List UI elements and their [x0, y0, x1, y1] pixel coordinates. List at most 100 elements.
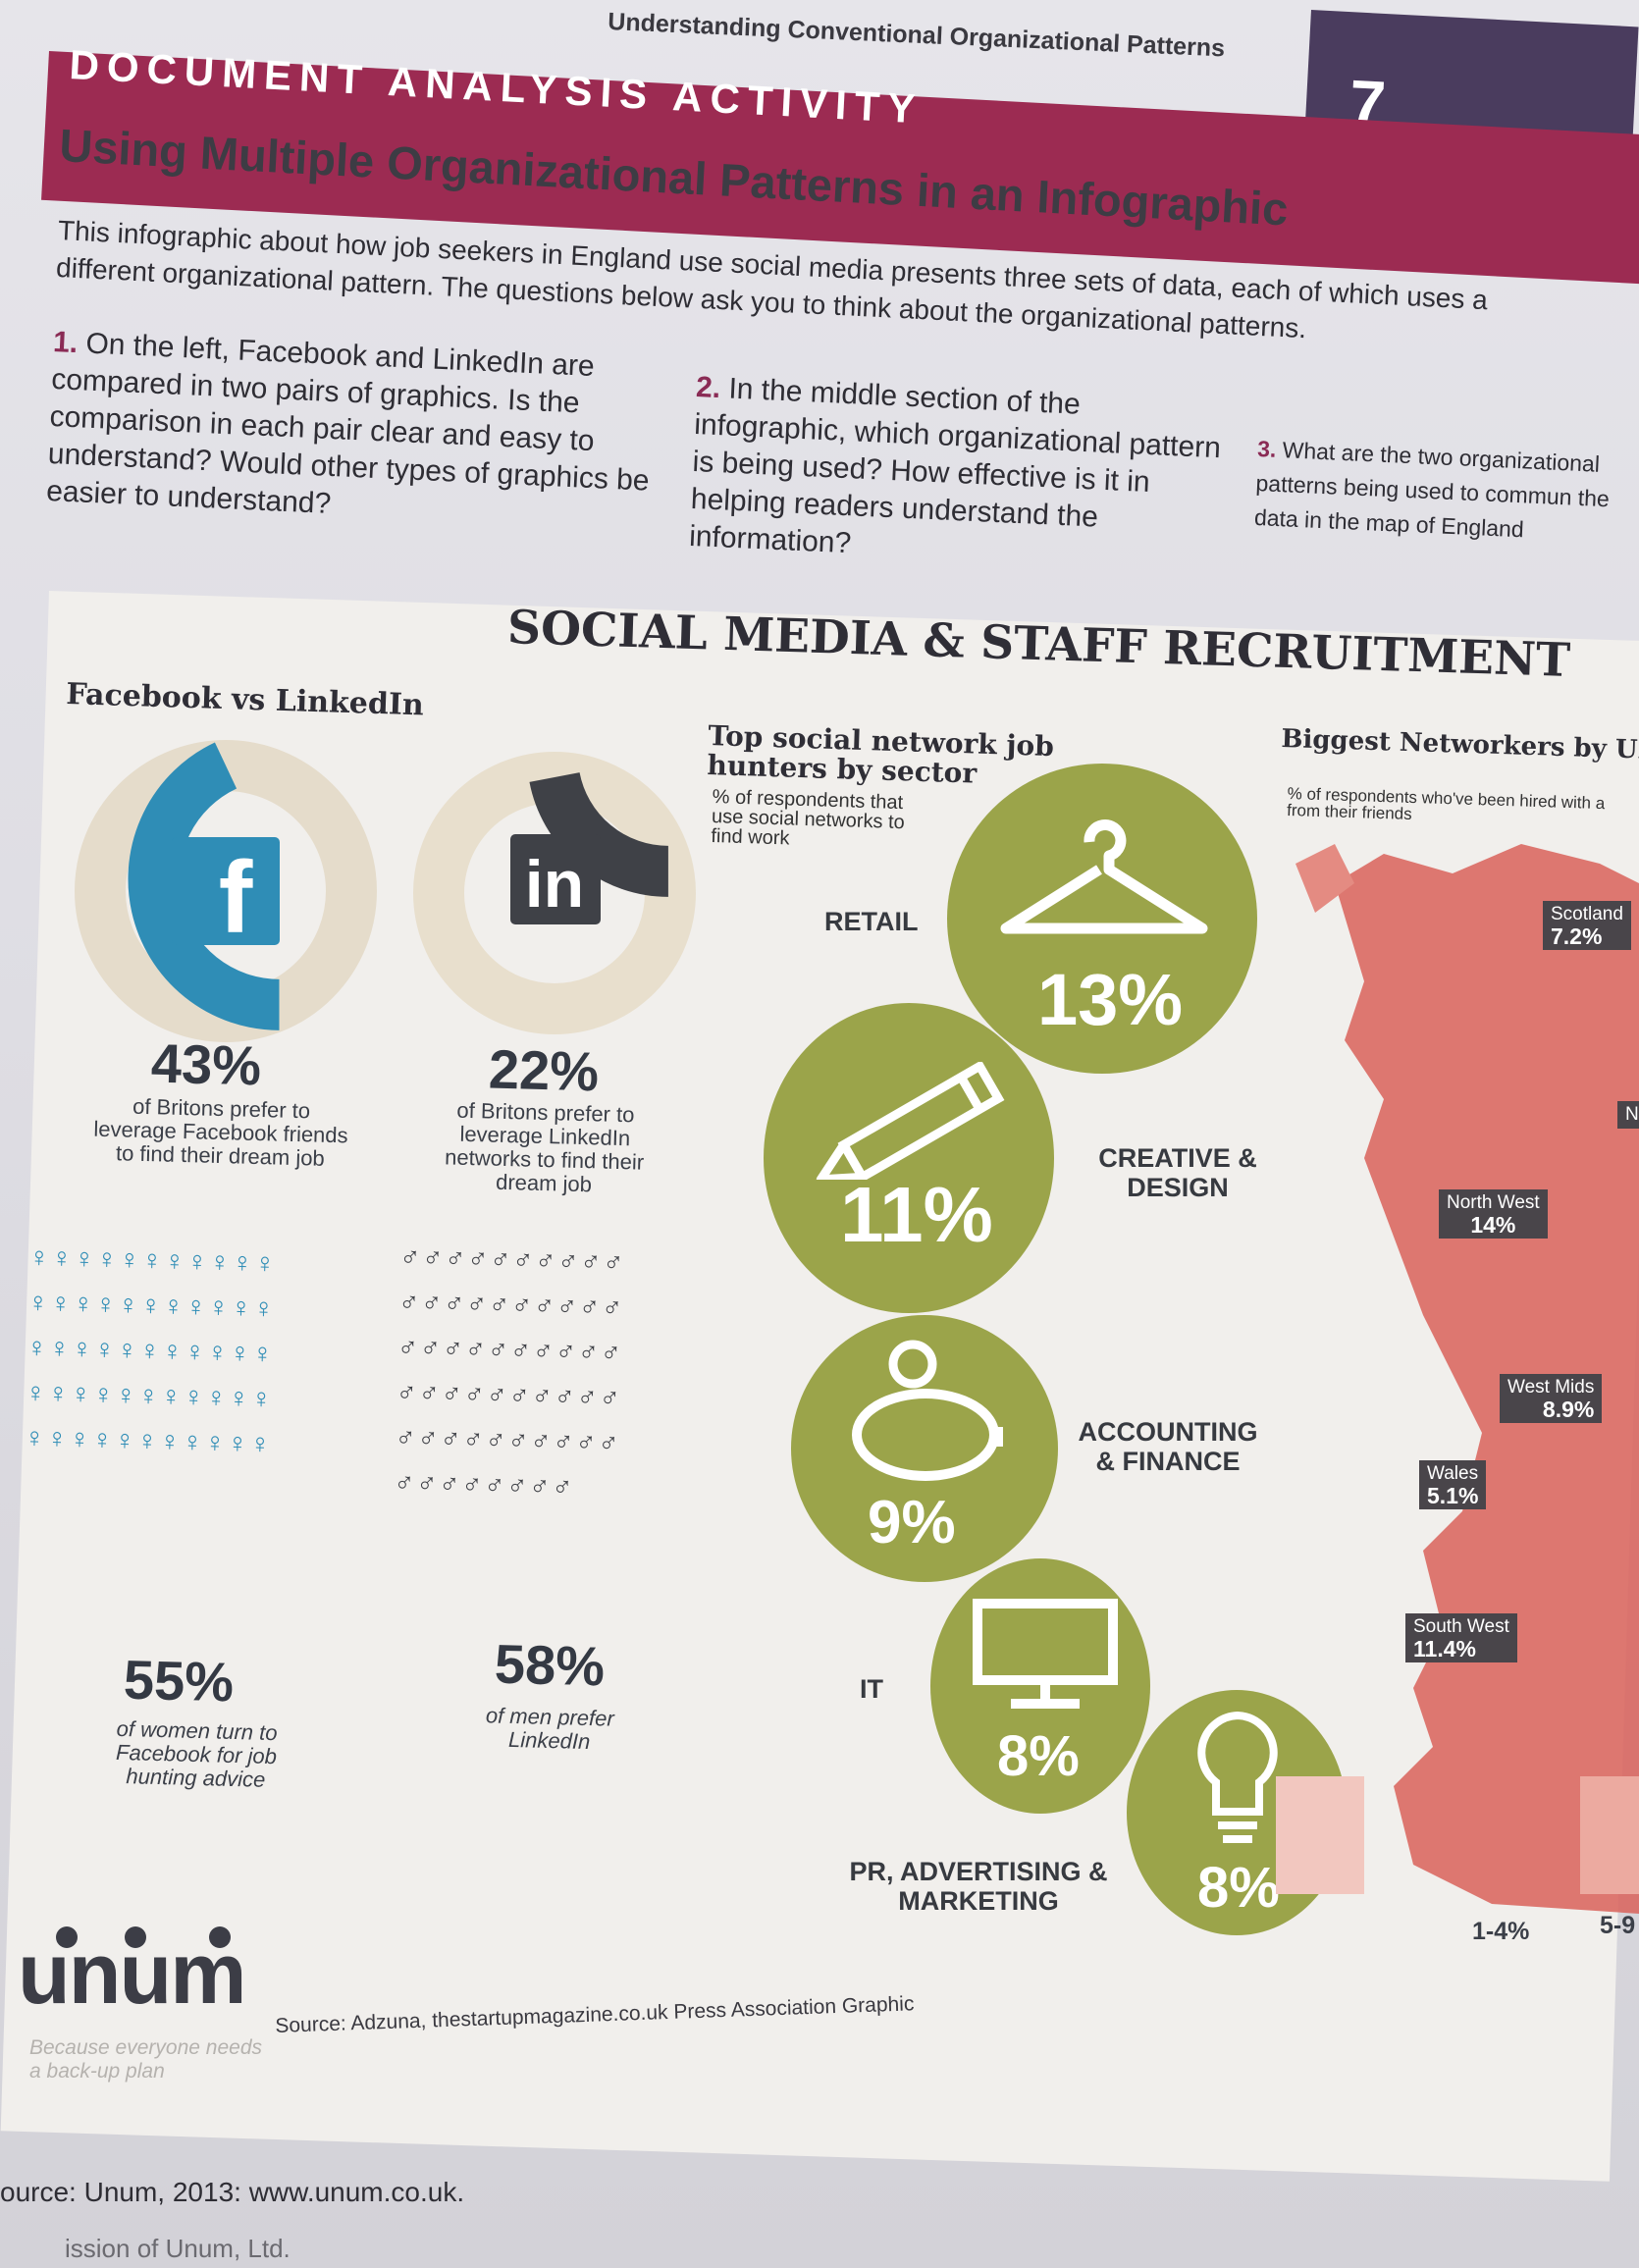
women-caption: of women turn to Facebook for job huntin… — [115, 1715, 278, 1792]
man-icon: ♂ — [509, 1334, 534, 1366]
it-label: IT — [860, 1674, 883, 1704]
man-icon: ♂ — [463, 1378, 488, 1410]
woman-icon: ♀ — [228, 1382, 252, 1413]
women-percent: 55% — [123, 1648, 235, 1714]
man-icon: ♂ — [415, 1467, 440, 1500]
woman-icon: ♀ — [93, 1333, 118, 1365]
woman-icon: ♀ — [138, 1334, 163, 1366]
man-icon: ♂ — [578, 1291, 603, 1323]
man-icon: ♂ — [533, 1290, 557, 1322]
woman-icon: ♀ — [163, 1244, 187, 1277]
woman-icon: ♀ — [229, 1337, 253, 1368]
map-label-scotland: Scotland 7.2% — [1543, 901, 1631, 950]
man-icon: ♂ — [598, 1427, 621, 1458]
woman-icon: ♀ — [26, 1286, 51, 1318]
question-3: 3. What are the two organizational patte… — [1253, 432, 1639, 553]
woman-icon: ♀ — [92, 1378, 117, 1410]
map-label-north-west: North West 14% — [1439, 1189, 1548, 1239]
men-pictogram: ♂♂♂♂♂♂♂♂♂♂ ♂♂♂♂♂♂♂♂♂♂ ♂♂♂♂♂♂♂♂♂♂ ♂♂♂♂♂♂♂♂♂♂… — [394, 1235, 626, 1511]
woman-icon: ♀ — [50, 1241, 75, 1274]
sector-subheading: % of respondents that use social network… — [711, 786, 906, 850]
men-caption: of men prefer LinkedIn — [485, 1703, 615, 1755]
woman-icon: ♀ — [95, 1242, 120, 1275]
man-icon: ♂ — [528, 1470, 553, 1503]
man-icon: ♂ — [553, 1426, 576, 1457]
woman-icon: ♀ — [49, 1287, 74, 1319]
man-icon: ♂ — [466, 1242, 491, 1275]
woman-icon: ♀ — [184, 1336, 208, 1367]
question-text: On the left, Facebook and LinkedIn are c… — [45, 327, 651, 520]
man-icon: ♂ — [532, 1335, 556, 1367]
piggy-bank-icon — [852, 1340, 1003, 1481]
woman-icon: ♀ — [28, 1240, 52, 1273]
man-icon: ♂ — [510, 1289, 535, 1321]
question-number: 1. — [52, 325, 79, 360]
retail-percent: 13% — [1037, 959, 1184, 1040]
pr-label: PR, ADVERTISING & MARKETING — [849, 1857, 1108, 1916]
accounting-percent: 9% — [868, 1489, 956, 1556]
donut-charts: f in — [75, 740, 696, 1042]
woman-icon: ♀ — [205, 1381, 230, 1413]
man-icon: ♂ — [444, 1242, 468, 1274]
man-icon: ♂ — [440, 1423, 463, 1454]
linkedin-logo-text: in — [525, 847, 584, 922]
woman-icon: ♀ — [24, 1421, 47, 1453]
accounting-label: ACCOUNTING & FINANCE — [1078, 1417, 1258, 1476]
man-icon: ♂ — [602, 1246, 626, 1279]
man-icon: ♂ — [505, 1469, 530, 1502]
woman-icon: ♀ — [69, 1423, 92, 1454]
man-icon: ♂ — [601, 1292, 625, 1323]
man-icon: ♂ — [577, 1336, 602, 1368]
man-icon: ♂ — [393, 1466, 417, 1499]
man-icon: ♂ — [464, 1333, 489, 1365]
question-2: 2. In the middle section of the infograp… — [688, 369, 1226, 579]
woman-icon: ♀ — [182, 1426, 205, 1457]
uk-map-shape — [1335, 844, 1639, 1914]
woman-icon: ♀ — [94, 1288, 119, 1320]
hanger-icon — [1000, 819, 1208, 934]
woman-icon: ♀ — [162, 1290, 186, 1322]
woman-icon: ♀ — [46, 1422, 70, 1454]
woman-icon: ♀ — [25, 1376, 49, 1408]
bubble-it: 8% — [930, 1558, 1150, 1814]
man-icon: ♂ — [530, 1425, 554, 1457]
man-icon: ♂ — [507, 1424, 531, 1456]
woman-icon: ♀ — [91, 1423, 115, 1455]
legend-swatch-1 — [1276, 1776, 1364, 1894]
man-icon: ♂ — [599, 1382, 623, 1413]
man-icon: ♂ — [487, 1334, 511, 1365]
man-icon: ♂ — [396, 1376, 420, 1408]
man-icon: ♂ — [531, 1380, 555, 1412]
unum-logo-dots — [56, 1926, 231, 1948]
man-icon: ♂ — [417, 1422, 441, 1454]
man-icon: ♂ — [600, 1337, 624, 1368]
woman-icon: ♀ — [161, 1335, 185, 1367]
woman-icon: ♀ — [206, 1336, 231, 1368]
facebook-donut-arc — [128, 742, 281, 1030]
woman-icon: ♀ — [118, 1243, 142, 1275]
woman-icon: ♀ — [117, 1289, 141, 1320]
man-icon: ♂ — [441, 1378, 465, 1409]
woman-icon: ♀ — [208, 1245, 233, 1278]
question-number: 2. — [695, 370, 721, 405]
legend-swatch-2 — [1580, 1776, 1639, 1894]
man-icon: ♂ — [576, 1381, 601, 1413]
figure-source: ource: Unum, 2013: www.unum.co.uk. — [0, 2177, 465, 2207]
woman-icon: ♀ — [185, 1245, 210, 1277]
man-icon: ♂ — [395, 1421, 418, 1453]
question-text: What are the two organizational patterns… — [1253, 437, 1611, 543]
man-icon: ♂ — [418, 1377, 443, 1409]
linkedin-caption: of Britons prefer to leverage LinkedIn n… — [444, 1097, 645, 1197]
woman-icon: ♀ — [231, 1246, 255, 1279]
man-icon: ♂ — [555, 1291, 580, 1322]
man-icon: ♂ — [486, 1379, 510, 1410]
question-number: 3. — [1256, 435, 1277, 462]
man-icon: ♂ — [485, 1424, 508, 1455]
woman-icon: ♀ — [230, 1292, 254, 1323]
map-label-wales: Wales 5.1% — [1419, 1460, 1487, 1509]
man-icon: ♂ — [421, 1241, 446, 1274]
question-1: 1. On the left, Facebook and LinkedIn ar… — [45, 324, 681, 539]
pr-percent: 8% — [1197, 1856, 1280, 1920]
man-icon: ♂ — [534, 1244, 558, 1277]
man-icon: ♂ — [556, 1245, 581, 1277]
